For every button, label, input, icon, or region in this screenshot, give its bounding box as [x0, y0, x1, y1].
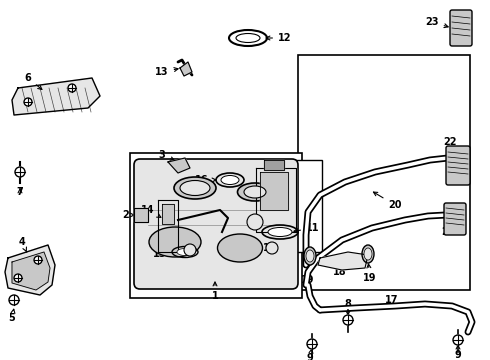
Polygon shape: [260, 172, 288, 210]
Text: 6: 6: [24, 73, 42, 89]
Ellipse shape: [236, 33, 260, 42]
FancyBboxPatch shape: [446, 146, 470, 185]
Ellipse shape: [362, 245, 374, 263]
Ellipse shape: [238, 183, 272, 201]
Text: 1: 1: [212, 282, 219, 301]
Text: 4: 4: [19, 237, 27, 252]
Ellipse shape: [218, 234, 263, 262]
FancyBboxPatch shape: [444, 203, 466, 235]
Polygon shape: [162, 204, 174, 224]
Text: 19: 19: [301, 266, 315, 285]
Circle shape: [343, 315, 353, 325]
Circle shape: [453, 335, 463, 345]
Bar: [130, 153, 302, 298]
Text: 16: 16: [195, 175, 216, 185]
Text: 14: 14: [141, 205, 161, 217]
Polygon shape: [264, 160, 284, 170]
Ellipse shape: [177, 248, 193, 256]
Polygon shape: [168, 158, 190, 173]
Circle shape: [9, 295, 19, 305]
Text: 9: 9: [455, 345, 462, 360]
Text: 23: 23: [425, 17, 448, 28]
Text: 21: 21: [441, 221, 455, 237]
Polygon shape: [180, 62, 192, 76]
Ellipse shape: [180, 180, 210, 195]
Text: 19: 19: [363, 264, 377, 283]
FancyBboxPatch shape: [134, 159, 298, 289]
Polygon shape: [158, 200, 178, 252]
Ellipse shape: [306, 250, 314, 262]
Ellipse shape: [149, 227, 201, 257]
Text: 7: 7: [17, 187, 24, 197]
Ellipse shape: [221, 175, 239, 184]
Text: 22: 22: [443, 137, 457, 158]
Text: 17: 17: [385, 295, 399, 305]
Circle shape: [68, 84, 76, 92]
Text: 2: 2: [122, 210, 135, 220]
Circle shape: [184, 244, 196, 256]
Polygon shape: [256, 168, 296, 232]
Ellipse shape: [244, 186, 266, 198]
Text: 5: 5: [9, 309, 15, 323]
Text: 9: 9: [307, 349, 314, 360]
Circle shape: [14, 274, 22, 282]
FancyBboxPatch shape: [450, 10, 472, 46]
Text: 3: 3: [159, 150, 174, 161]
Ellipse shape: [304, 247, 316, 265]
Polygon shape: [318, 252, 368, 270]
Bar: [248, 160, 322, 252]
Text: 15: 15: [153, 249, 174, 259]
Polygon shape: [134, 208, 148, 222]
Text: 13: 13: [155, 67, 178, 77]
Circle shape: [307, 339, 317, 349]
Polygon shape: [5, 245, 55, 295]
Circle shape: [24, 98, 32, 106]
Circle shape: [266, 242, 278, 254]
Bar: [148, 192, 248, 270]
Circle shape: [34, 256, 42, 264]
Text: 12: 12: [266, 33, 292, 43]
Text: 8: 8: [344, 299, 351, 315]
Ellipse shape: [268, 228, 292, 237]
Polygon shape: [12, 252, 50, 290]
Text: 18: 18: [333, 261, 347, 277]
Bar: [298, 55, 470, 290]
Text: 10: 10: [263, 243, 277, 253]
Text: 20: 20: [373, 192, 402, 210]
Ellipse shape: [174, 177, 216, 199]
Circle shape: [247, 214, 263, 230]
Polygon shape: [12, 78, 100, 115]
Text: 11: 11: [294, 223, 319, 233]
Ellipse shape: [364, 248, 372, 260]
Circle shape: [15, 167, 25, 177]
